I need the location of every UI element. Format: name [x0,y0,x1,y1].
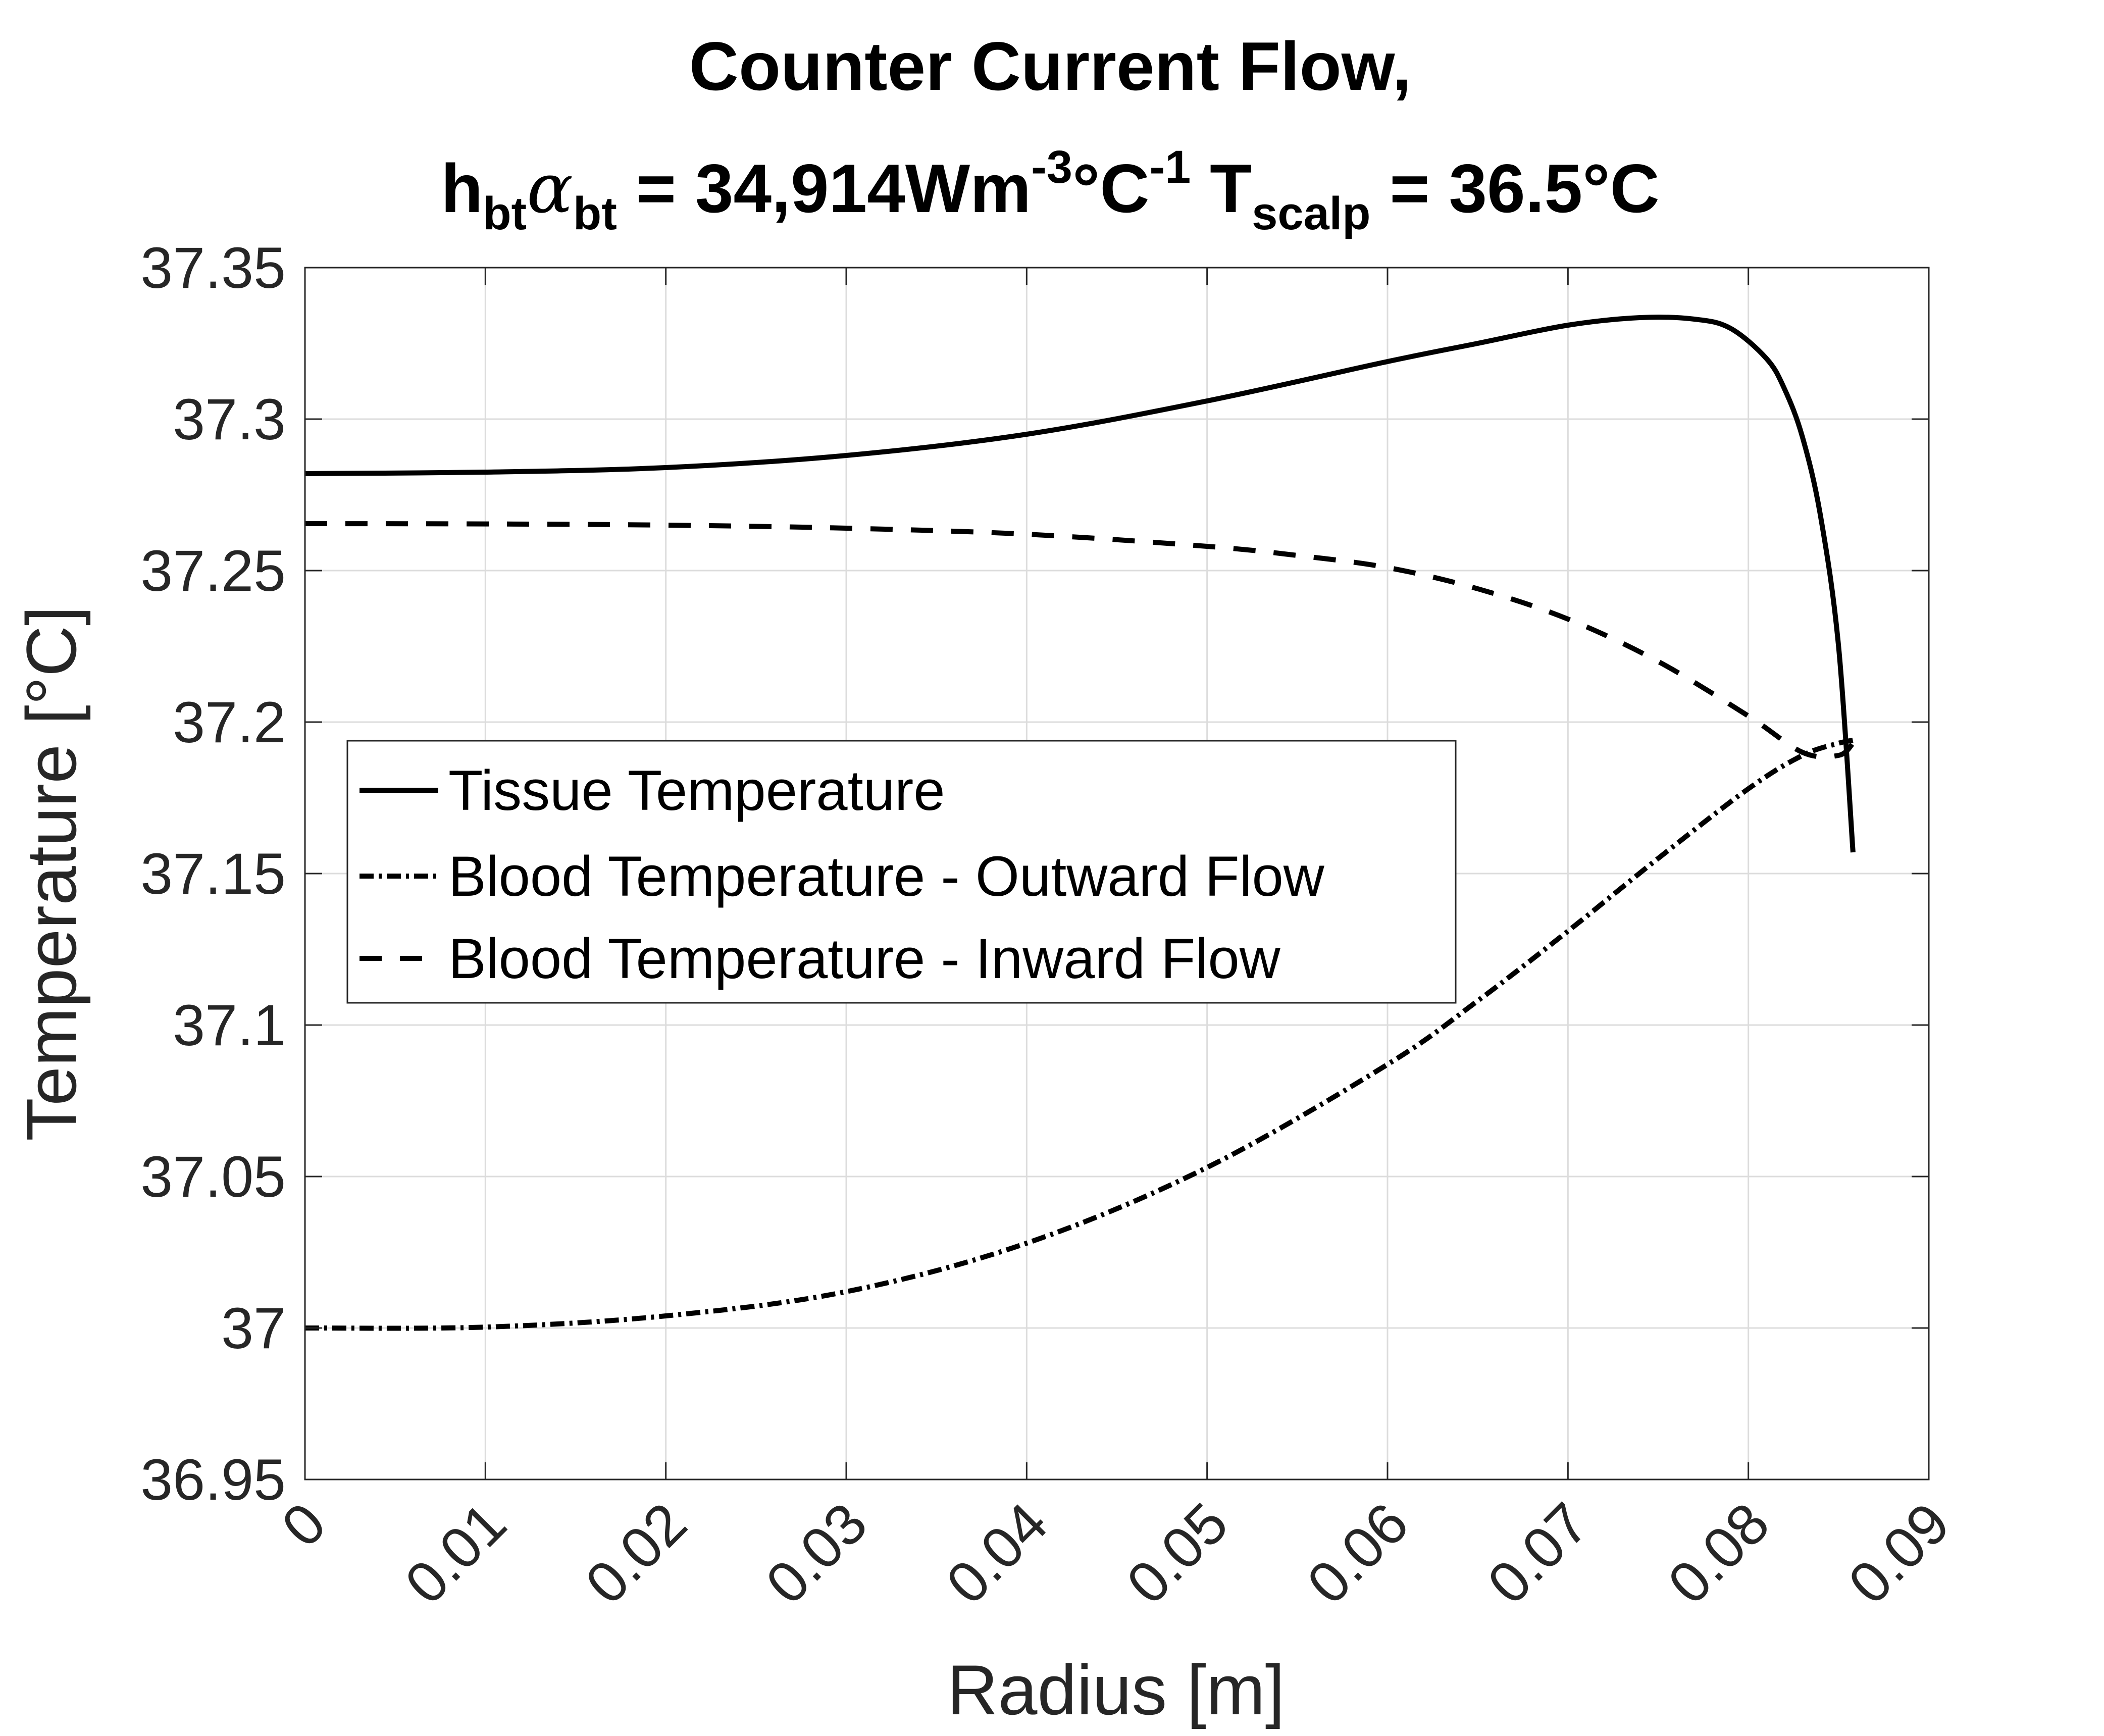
subtitle-exp1: -3 [1031,141,1072,193]
y-tick-label: 37 [221,1296,286,1361]
y-tick-label: 37.3 [173,387,286,452]
y-tick-label: 37.2 [173,690,286,755]
series-line-2 [304,521,1855,760]
subtitle-alpha: α [527,149,573,229]
y-tick-label: 36.95 [140,1448,286,1512]
legend: Tissue Temperature Blood Temperature - O… [346,740,1457,1004]
y-tick-label: 37.15 [140,842,286,906]
y-tick-labels: 36.95 37 37.05 37.1 37.15 37.2 37.25 37.3 37.35 [140,236,286,1512]
x-axis-label: Radius [m] [947,1650,1285,1729]
tick-marks [304,267,1930,1480]
y-axis-label: Temperature [°C] [12,606,91,1141]
plot-lines [304,315,1856,1331]
series-line-0 [304,315,1856,853]
subtitle-h: h [441,150,483,227]
legend-box [346,740,1457,1004]
y-tick-label: 37.35 [140,236,286,300]
subtitle-t-sub: scalp [1252,188,1370,239]
subtitle-exp2: -1 [1150,141,1191,193]
subtitle-alpha-sub: bt [573,188,617,239]
subtitle-deg1: °C [1072,150,1150,227]
legend-label-inward: Blood Temperature - Inward Flow [448,927,1281,990]
y-tick-label: 37.25 [140,539,286,603]
subtitle-t: T [1191,150,1252,227]
subtitle-eq2: = 36.5°C [1370,150,1659,227]
subtitle-h-sub: bt [483,188,527,239]
y-tick-label: 37.05 [140,1145,286,1209]
y-tick-label: 37.1 [173,993,286,1058]
subtitle-eq1: = 34,914Wm [617,150,1031,227]
series-line-1 [304,738,1854,1331]
legend-label-tissue: Tissue Temperature [448,759,945,822]
chart-subtitle: hbtαbt = 34,914Wm-3°C-1 Tscalp = 36.5°C [441,141,1660,239]
legend-label-outward: Blood Temperature - Outward Flow [448,845,1325,908]
chart-title: Counter Current Flow, [689,28,1411,105]
